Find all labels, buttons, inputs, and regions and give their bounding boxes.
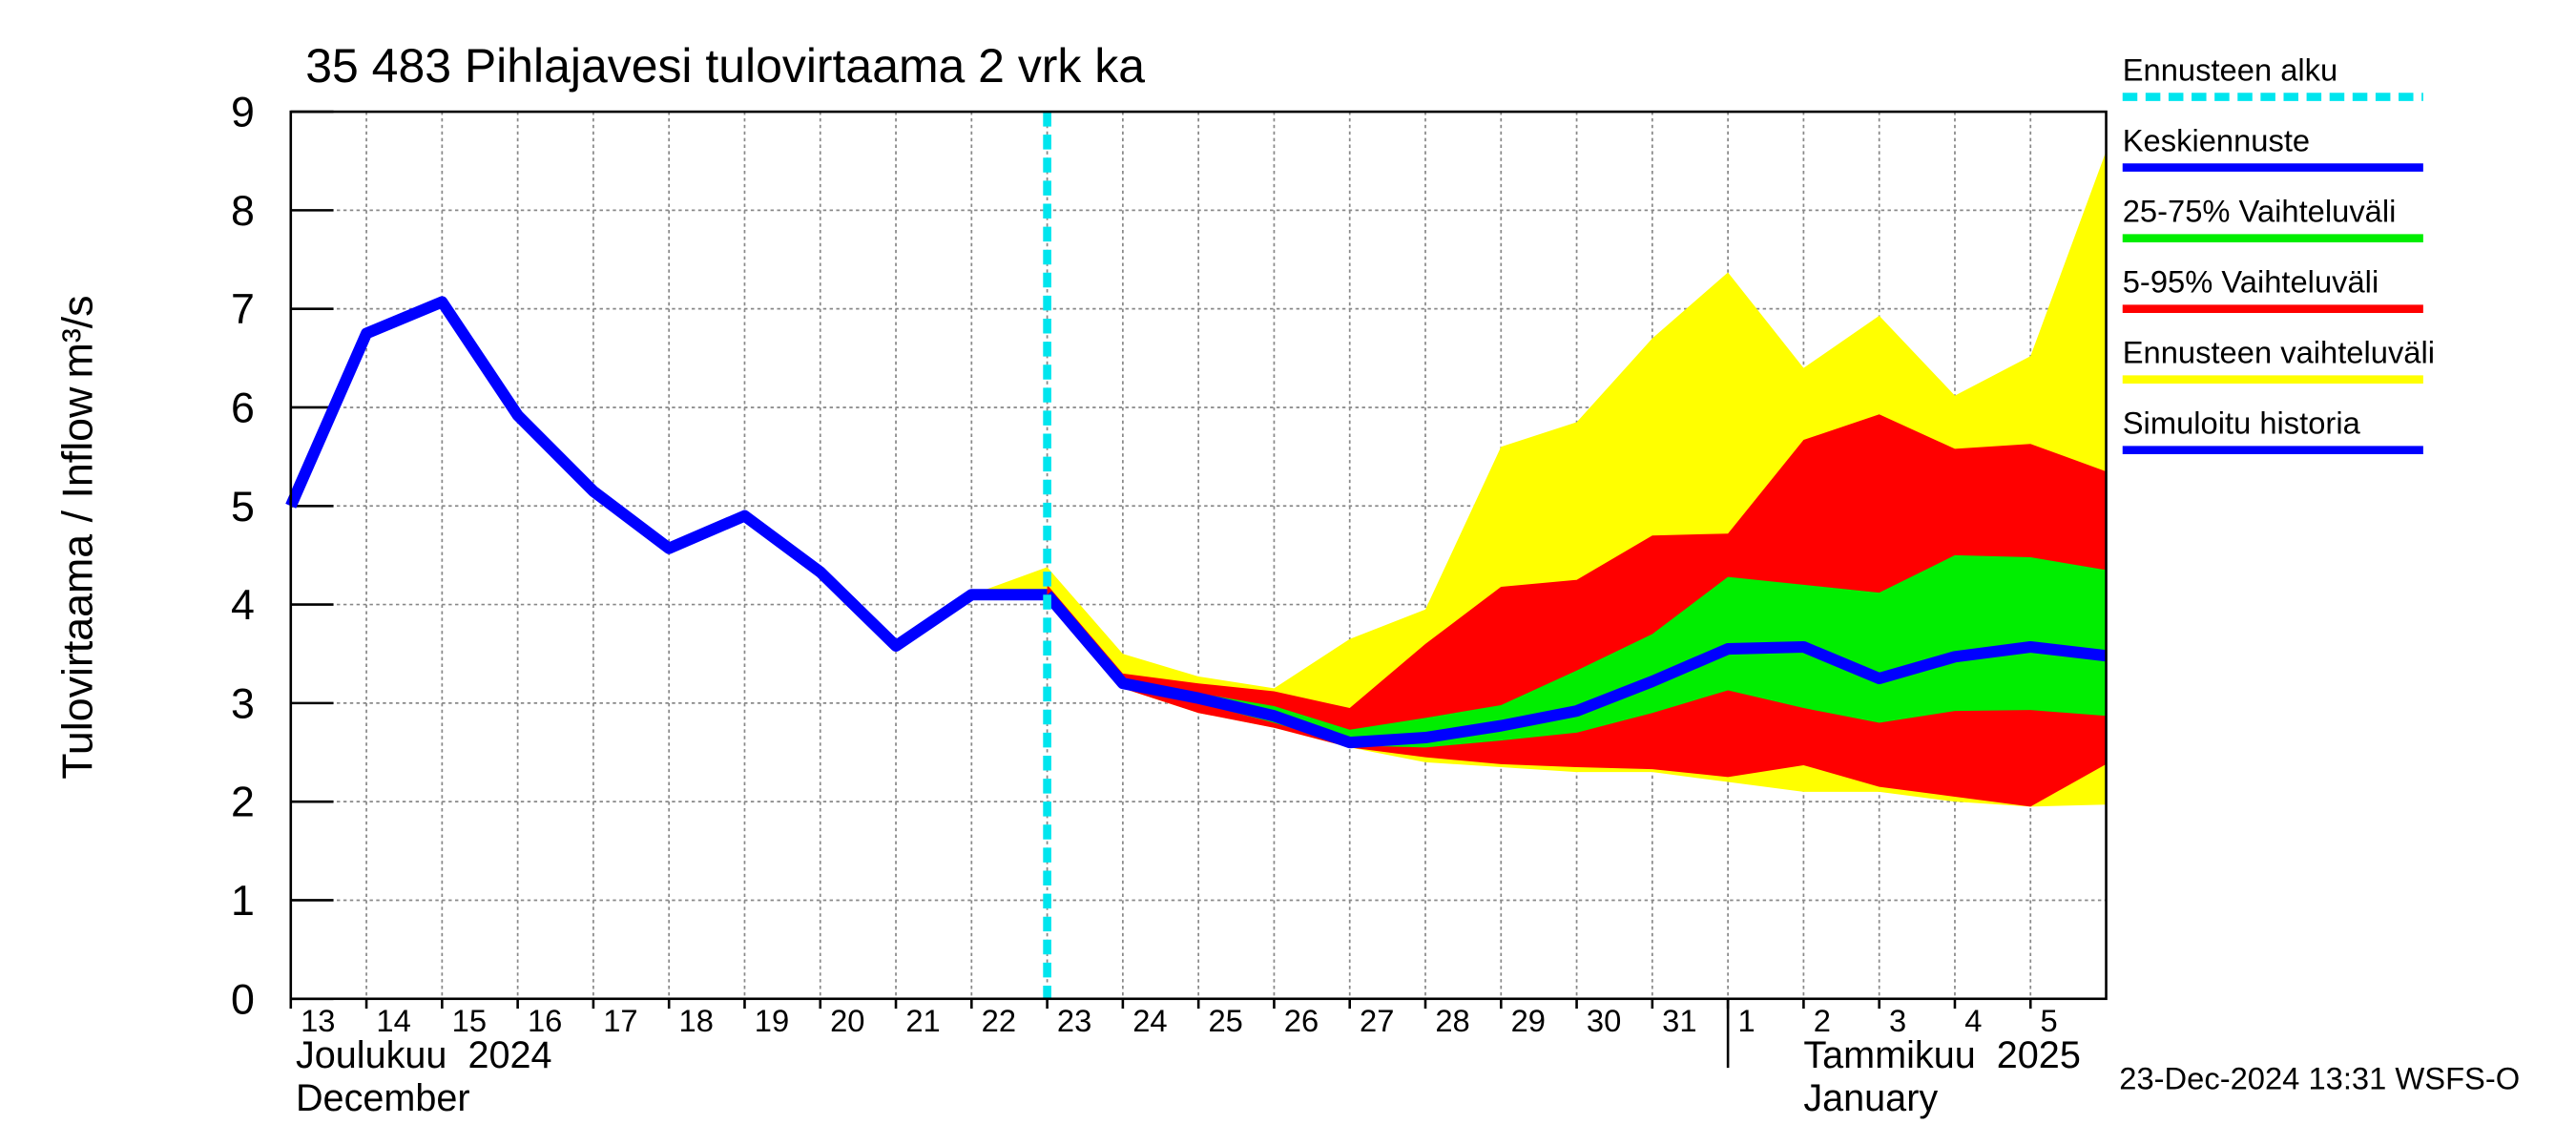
month-label: Joulukuu 2024 — [296, 1034, 552, 1076]
y-tick-label: 7 — [231, 285, 255, 333]
x-tick-label: 20 — [830, 1003, 864, 1038]
y-tick-label: 6 — [231, 384, 255, 431]
y-tick-label: 8 — [231, 187, 255, 235]
x-tick-label: 26 — [1284, 1003, 1319, 1038]
y-tick-label: 4 — [231, 581, 255, 629]
month-label: Tammikuu 2025 — [1803, 1034, 2081, 1076]
y-tick-label: 9 — [231, 89, 255, 136]
x-tick-label: 21 — [905, 1003, 940, 1038]
x-tick-label: 22 — [982, 1003, 1016, 1038]
x-tick-label: 27 — [1360, 1003, 1394, 1038]
legend-label: Ennusteen vaihteluväli — [2123, 334, 2435, 369]
line — [1043, 591, 2108, 749]
x-tick-label: 28 — [1435, 1003, 1469, 1038]
y-tick-label: 2 — [231, 779, 255, 826]
y-axis-unit: m³/s — [53, 295, 101, 378]
x-tick-label: 29 — [1511, 1003, 1546, 1038]
x-tick-label: 2 — [1814, 1003, 1831, 1038]
x-tick-label: 5 — [2041, 1003, 2058, 1038]
x-tick-label: 23 — [1057, 1003, 1091, 1038]
legend-label: 25-75% Vaihteluväli — [2123, 193, 2397, 228]
legend-label: Ennusteen alku — [2123, 52, 2337, 87]
legend-label: Simuloitu historia — [2123, 406, 2361, 441]
line — [285, 296, 1048, 652]
x-tick-label: 31 — [1662, 1003, 1696, 1038]
x-tick-label: 13 — [301, 1003, 335, 1038]
month-label: January — [1803, 1077, 1938, 1119]
x-tick-label: 18 — [679, 1003, 714, 1038]
y-tick-label: 1 — [231, 877, 255, 925]
chart-title: 35 483 Pihlajavesi tulovirtaama 2 vrk ka — [305, 39, 1145, 93]
y-tick-label: 5 — [231, 483, 255, 531]
legend-label: 5-95% Vaihteluväli — [2123, 263, 2379, 299]
band — [1047, 554, 2107, 748]
y-tick-label: 3 — [231, 679, 255, 727]
x-tick-label: 24 — [1132, 1003, 1167, 1038]
plot-frame — [289, 110, 2108, 1001]
x-tick-label: 4 — [1964, 1003, 1982, 1038]
month-label: December — [296, 1077, 470, 1119]
y-axis-label: Tulovirtaama / Inflow — [53, 386, 101, 780]
legend-label: Keskiennuste — [2123, 122, 2310, 157]
y-tick-label: 0 — [231, 975, 255, 1023]
x-tick-label: 25 — [1208, 1003, 1242, 1038]
x-tick-label: 3 — [1889, 1003, 1906, 1038]
x-tick-label: 19 — [755, 1003, 789, 1038]
x-tick-label: 17 — [603, 1003, 637, 1038]
x-tick-label: 15 — [452, 1003, 487, 1038]
x-tick-label: 1 — [1737, 1003, 1755, 1038]
x-tick-label: 30 — [1587, 1003, 1621, 1038]
x-tick-label: 14 — [376, 1003, 410, 1038]
x-tick-label: 16 — [528, 1003, 562, 1038]
timestamp: 23-Dec-2024 13:31 WSFS-O — [2119, 1060, 2520, 1095]
